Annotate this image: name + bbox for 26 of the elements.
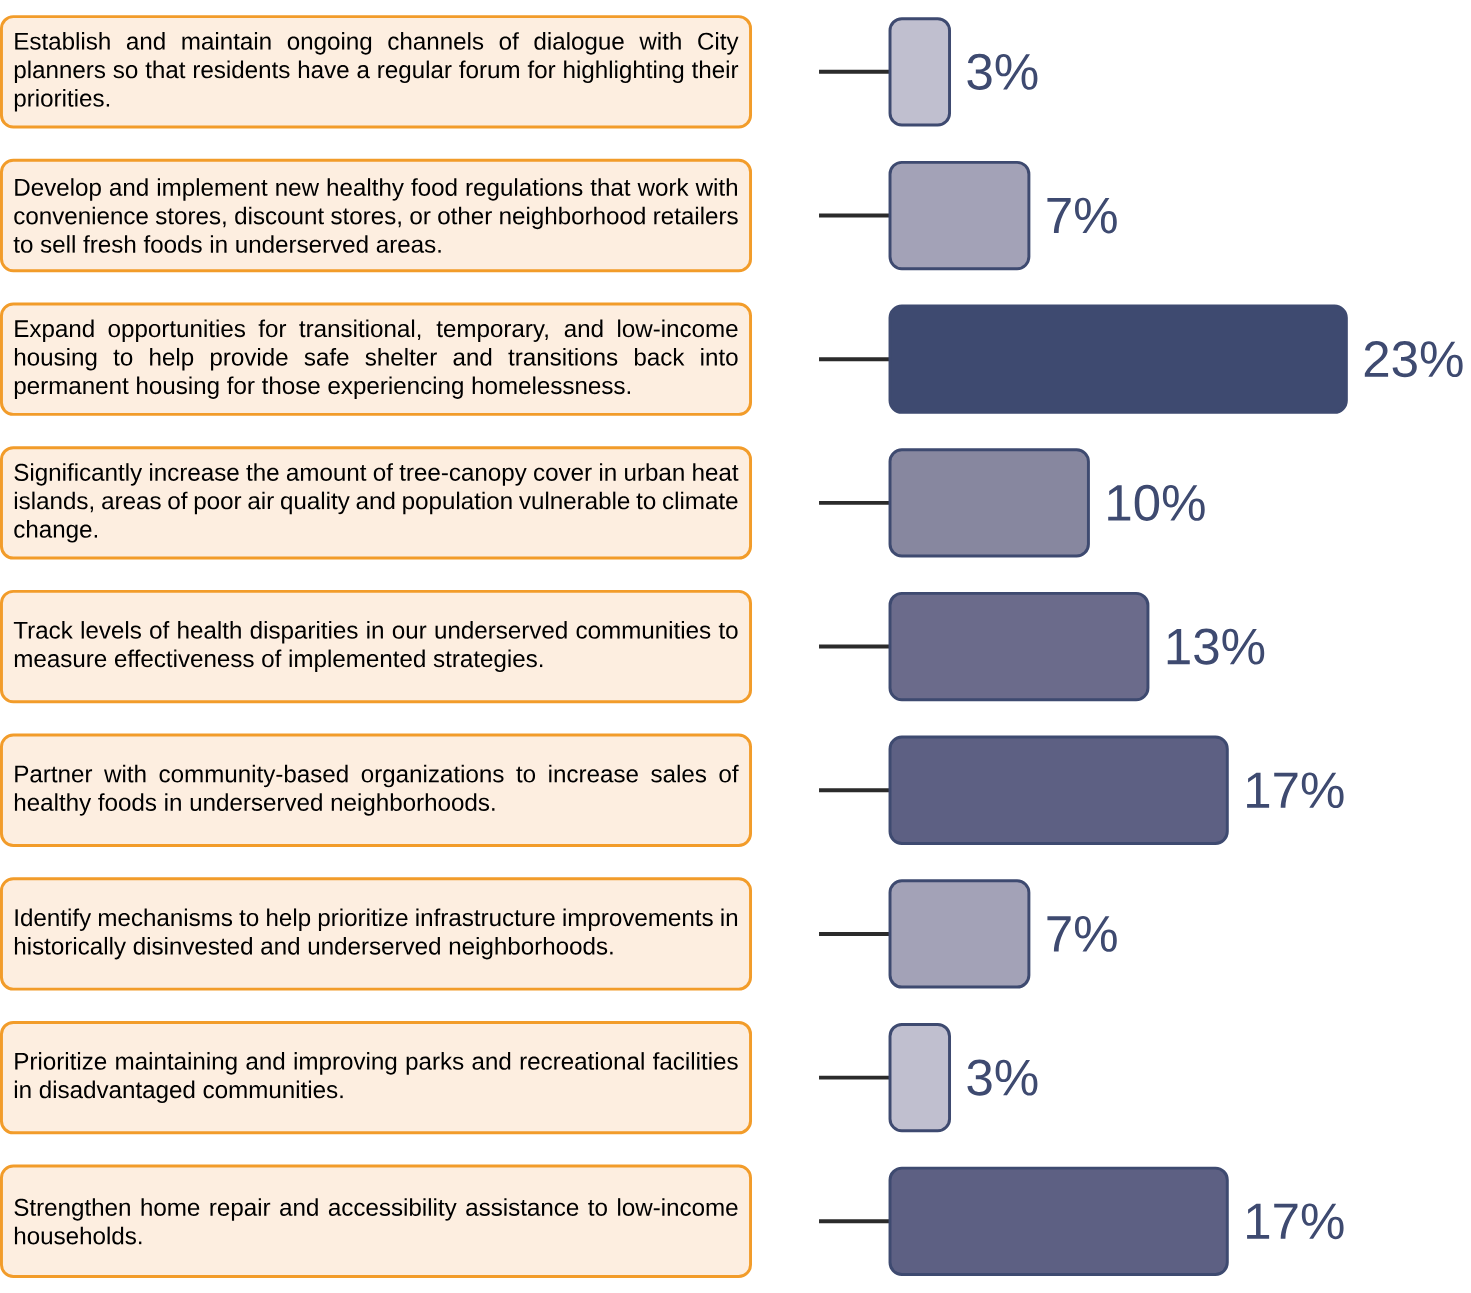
y-tick-label: Partner with community-based organizations to increase sales of healthy foods in underserved neighborhoods. [14, 764, 739, 816]
bar [888, 735, 1229, 845]
bar [888, 879, 1031, 989]
y-tick-label: Expand opportunities for transitional, temporary, and low-income housing to help provide safe shelter and transitions back into permanent housing for those experiencing homelessness. [14, 319, 738, 399]
data-label: 17% [1247, 772, 1344, 809]
bar [888, 160, 1031, 271]
data-label: 3% [967, 1059, 1038, 1096]
bar [888, 448, 1090, 558]
y-tick-label: Establish and maintain ongoing channels of dialogue with City planners so that residents have a regular forum for highlighting their priorities. [14, 32, 739, 112]
y-tick-label: Prioritize maintaining and improving parks and recreational facilities in disadvantaged communities. [14, 1052, 738, 1104]
data-label: 7% [1047, 197, 1117, 234]
bar [888, 591, 1150, 702]
y-tick-label: Identify mechanisms to help prioritize infrastructure improvements in historically disinvested and underserved neighborhoods. [14, 908, 738, 960]
y-tick-label: Strengthen home repair and accessibility assistance to low-income households. [14, 1198, 738, 1245]
data-label: 10% [1108, 484, 1205, 521]
data-label: 13% [1167, 628, 1265, 665]
bar [888, 1022, 952, 1133]
y-tick-label: Develop and implement new healthy food regulations that work with convenience stores, discount stores, or other neighborhood retailers to sell fresh foods in underserved areas. [13, 178, 738, 253]
data-label: 23% [1364, 341, 1463, 378]
bar [888, 17, 952, 127]
y-tick-label: Significantly increase the amount of tree-canopy cover in urban heat islands, areas of poor air quality and population vulnerable to climate change. [14, 463, 739, 543]
y-tick-label: Track levels of health disparities in our underserved communities to measure effectiveness of implemented strategies. [13, 621, 738, 673]
data-label: 17% [1247, 1203, 1344, 1240]
data-label: 3% [967, 53, 1038, 90]
bar [888, 304, 1348, 414]
data-label: 7% [1047, 916, 1117, 952]
